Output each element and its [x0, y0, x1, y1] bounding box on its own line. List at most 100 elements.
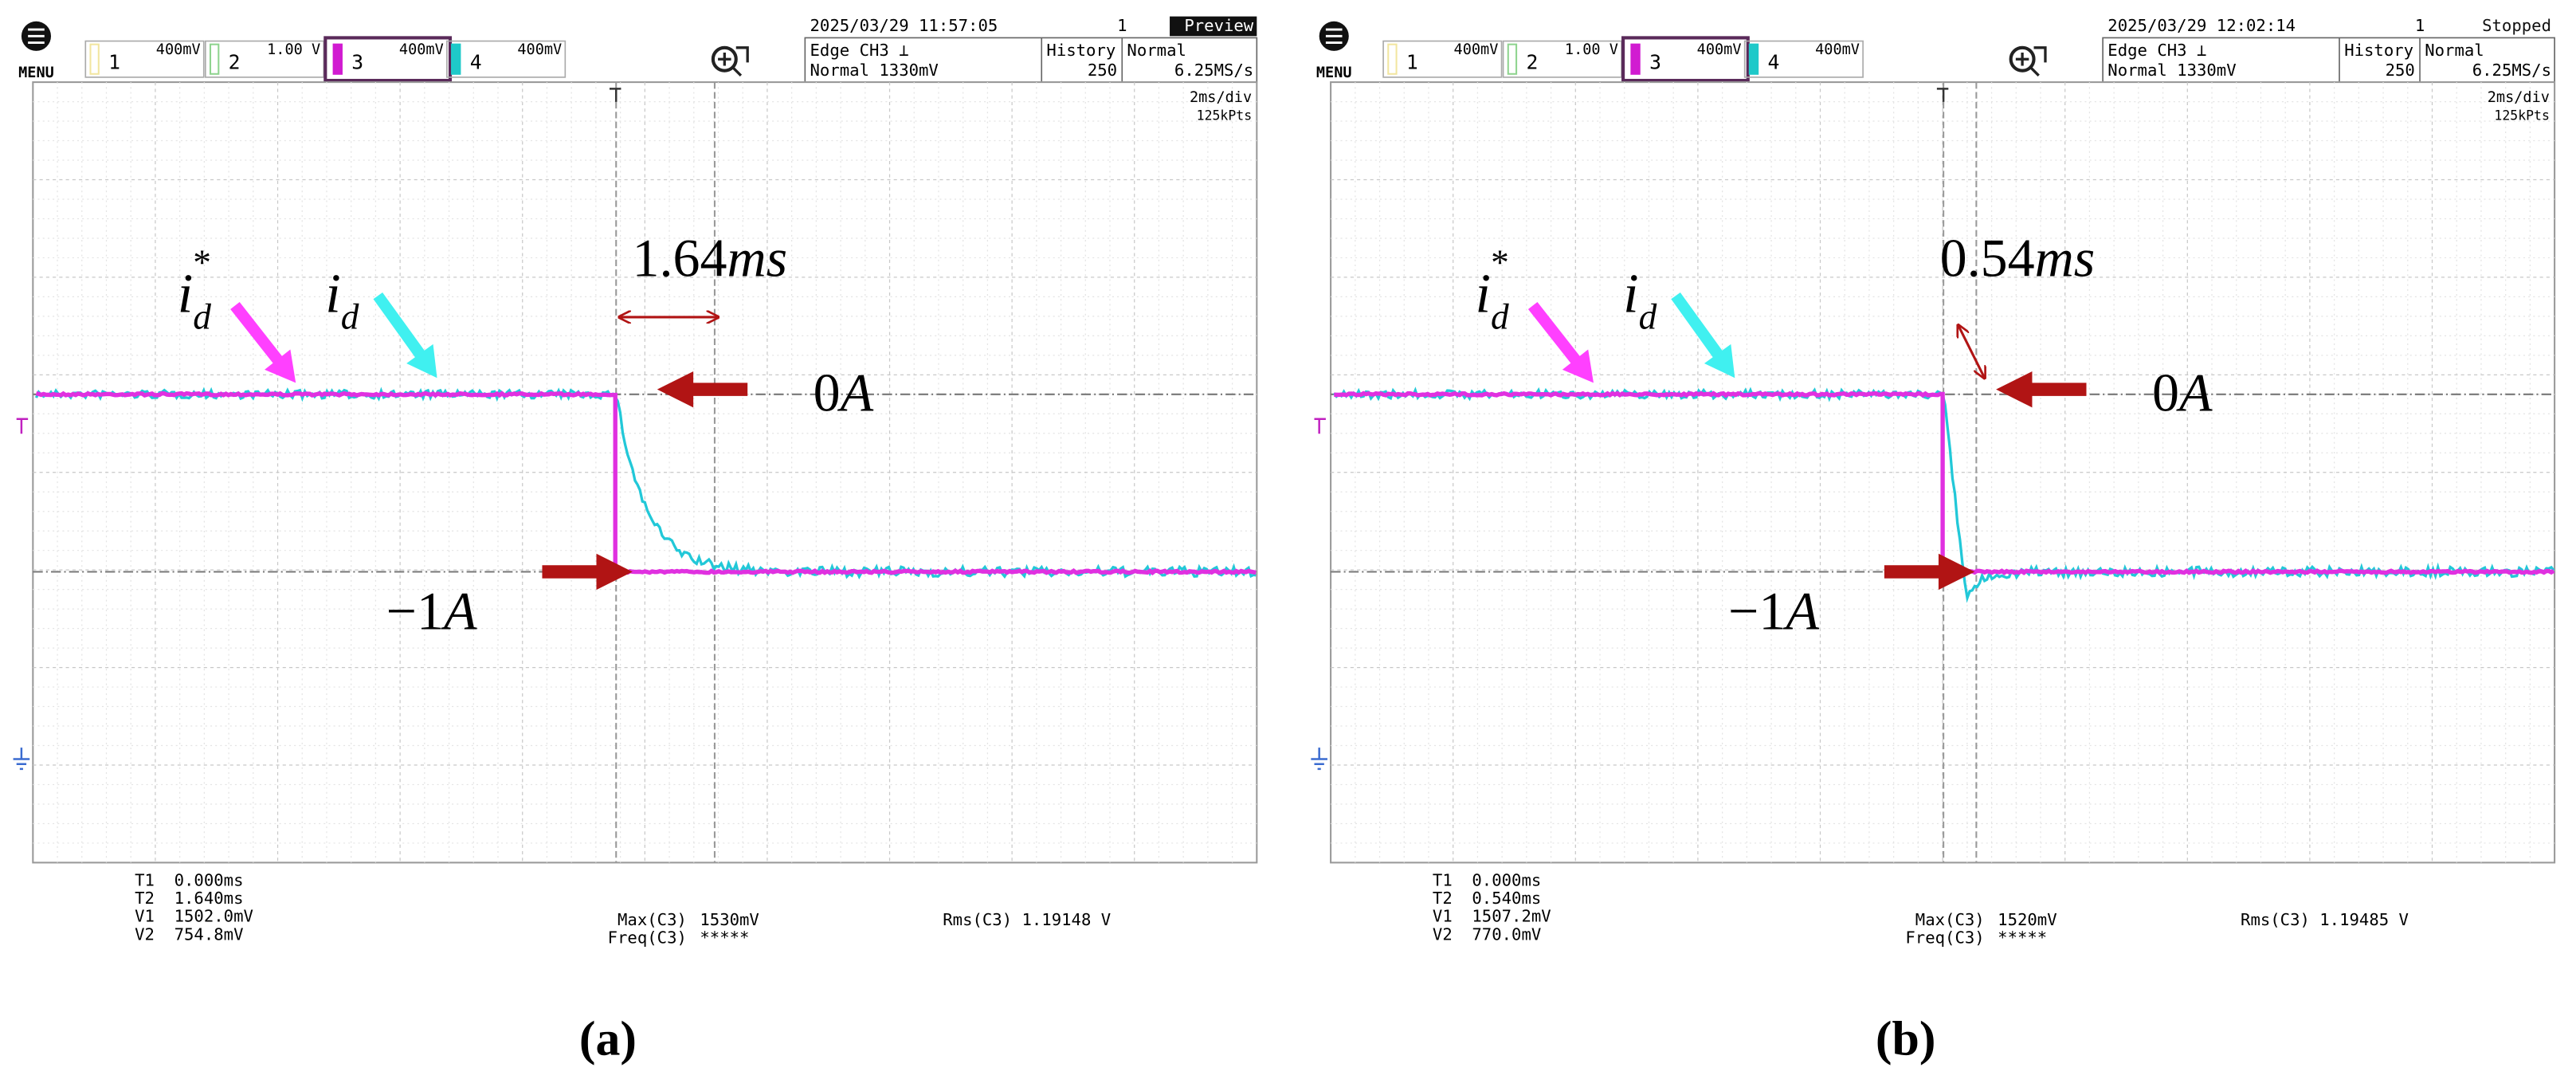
measured-label-subscript: d [1639, 296, 1657, 336]
reference-label: id * [178, 242, 211, 336]
channel-color [1507, 43, 1518, 75]
reference-label-subscript: d [193, 296, 211, 336]
reference-arrow [230, 301, 296, 383]
cursor-value: 0.540ms [1472, 889, 1541, 908]
measurement-value: 1530mV [700, 910, 759, 929]
record-length: 125kPts [2494, 108, 2549, 124]
measured-arrow [1671, 292, 1735, 379]
trigger: Edge CH3 ⊥ [2107, 41, 2206, 60]
sample-rate: 6.25MS/s [2472, 61, 2551, 80]
channel-box [1382, 40, 1503, 78]
channel-scale: 400mV [399, 41, 444, 58]
measurement-label: Rms(C3) [943, 910, 1012, 929]
trigger: Edge CH3 ⊥ [810, 41, 909, 60]
cursor-label: V2 [135, 924, 155, 944]
measurement-label: Rms(C3) [2241, 910, 2310, 929]
history-value: 250 [2386, 61, 2415, 80]
zero-label: 0A [2152, 362, 2213, 422]
trigger-level: Normal 1330mV [2107, 61, 2236, 80]
cursor-value: 1507.2mV [1472, 907, 1551, 926]
channel-box-active [323, 36, 453, 83]
timebase: 2ms/div [2488, 89, 2550, 106]
measurement-value: 1.19148 V [1021, 910, 1111, 929]
channel-color [332, 43, 343, 75]
channel-box-active [1621, 36, 1750, 83]
mode: Normal [1127, 41, 1186, 60]
measured-label-symbol: i [325, 264, 340, 325]
cursor-value: 1502.0mV [174, 907, 253, 926]
zero-label-unit: A [2176, 362, 2213, 422]
measurement-label: Freq(C3) [608, 928, 687, 947]
cursor-label: V2 [1433, 924, 1453, 944]
cursor-label: V1 [1433, 907, 1453, 926]
cursor-label: T1 [135, 870, 155, 889]
mode: Normal [2425, 41, 2484, 60]
reference-label-symbol: i [1476, 264, 1491, 325]
interval-arrow [1958, 325, 1985, 378]
history-label: History [1046, 41, 1115, 60]
measured-label: id [1623, 264, 1657, 337]
cursor-value: 0.000ms [1472, 870, 1541, 889]
minus-label: −1A [1728, 581, 1819, 642]
trigger-marker [1936, 88, 1949, 102]
channel-number: 3 [351, 51, 363, 74]
status: Preview [1184, 16, 1253, 35]
channel-color [451, 43, 461, 75]
interval-label-unit: ms [2035, 227, 2096, 288]
minus-label: −1A [386, 581, 477, 642]
channel-color [1630, 43, 1641, 75]
minus-label-value: −1 [386, 581, 444, 642]
record-length: 125kPts [1197, 108, 1252, 124]
measured-arrow [373, 292, 437, 379]
history-label: History [2344, 41, 2413, 60]
acquisition-count: 1 [1117, 16, 1127, 35]
ground-marker [1311, 748, 1327, 771]
cursor-value: 754.8mV [174, 924, 244, 944]
status: Stopped [2482, 16, 2551, 35]
waveform-reference [35, 390, 1257, 576]
trigger-level-marker [16, 418, 29, 434]
minus-label-unit: A [441, 581, 477, 642]
measurement-label: Freq(C3) [1905, 928, 1984, 947]
zero-label: 0A [814, 362, 874, 422]
zoom-icon [711, 45, 738, 73]
trigger-marker [609, 88, 621, 102]
channel-number: 4 [1768, 51, 1780, 74]
channel-box [1743, 40, 1864, 78]
interval-label-value: 0.54 [1940, 227, 2035, 288]
channel-number: 2 [1526, 51, 1538, 74]
minus-label-value: −1 [1728, 581, 1786, 642]
zero-label-unit: A [837, 362, 874, 422]
channel-color [89, 43, 100, 75]
measurement-value: ***** [1998, 928, 2047, 947]
channel-number: 1 [1406, 51, 1418, 74]
timebase: 2ms/div [1190, 89, 1252, 106]
measured-label: id [325, 264, 359, 337]
scope-panel: MENU 1 400mV 2 1.00 V 3 400mV 4 400mV 2025/03/29 … [1311, 16, 2556, 1066]
interval-label-unit: ms [727, 227, 787, 288]
scope-panel: MENU 1 400mV 2 1.00 V 3 400mV 4 400mV 2025/03/29 … [13, 16, 1258, 1066]
channel-number: 4 [470, 51, 482, 74]
reference-label-superscript: * [1489, 242, 1508, 282]
channel-box [84, 40, 205, 78]
minus-label-unit: A [1782, 581, 1819, 642]
zero-arrow [1996, 371, 2087, 408]
channel-color [1387, 43, 1398, 75]
zoom-icon [2009, 45, 2036, 73]
caption: (a) [579, 1012, 637, 1066]
caption: (b) [1876, 1012, 1936, 1066]
measurement-label: Max(C3) [618, 910, 687, 929]
interval-label: 1.64ms [632, 227, 787, 288]
interval-label: 0.54ms [1940, 227, 2096, 288]
channel-scale: 400mV [1815, 41, 1860, 58]
channel-number: 1 [108, 51, 120, 74]
timestamp: 2025/03/29 11:57:05 [810, 16, 998, 35]
cursor-value: 770.0mV [1472, 924, 1541, 944]
status-box [1170, 16, 1257, 37]
menu-label: MENU [1316, 65, 1352, 81]
acquisition-count: 1 [2415, 16, 2425, 35]
trigger-level: Normal 1330mV [810, 61, 939, 80]
measurement-value: 1.19485 V [2319, 910, 2409, 929]
measurement-value: 1520mV [1998, 910, 2056, 929]
channel-scale: 400mV [517, 41, 562, 58]
